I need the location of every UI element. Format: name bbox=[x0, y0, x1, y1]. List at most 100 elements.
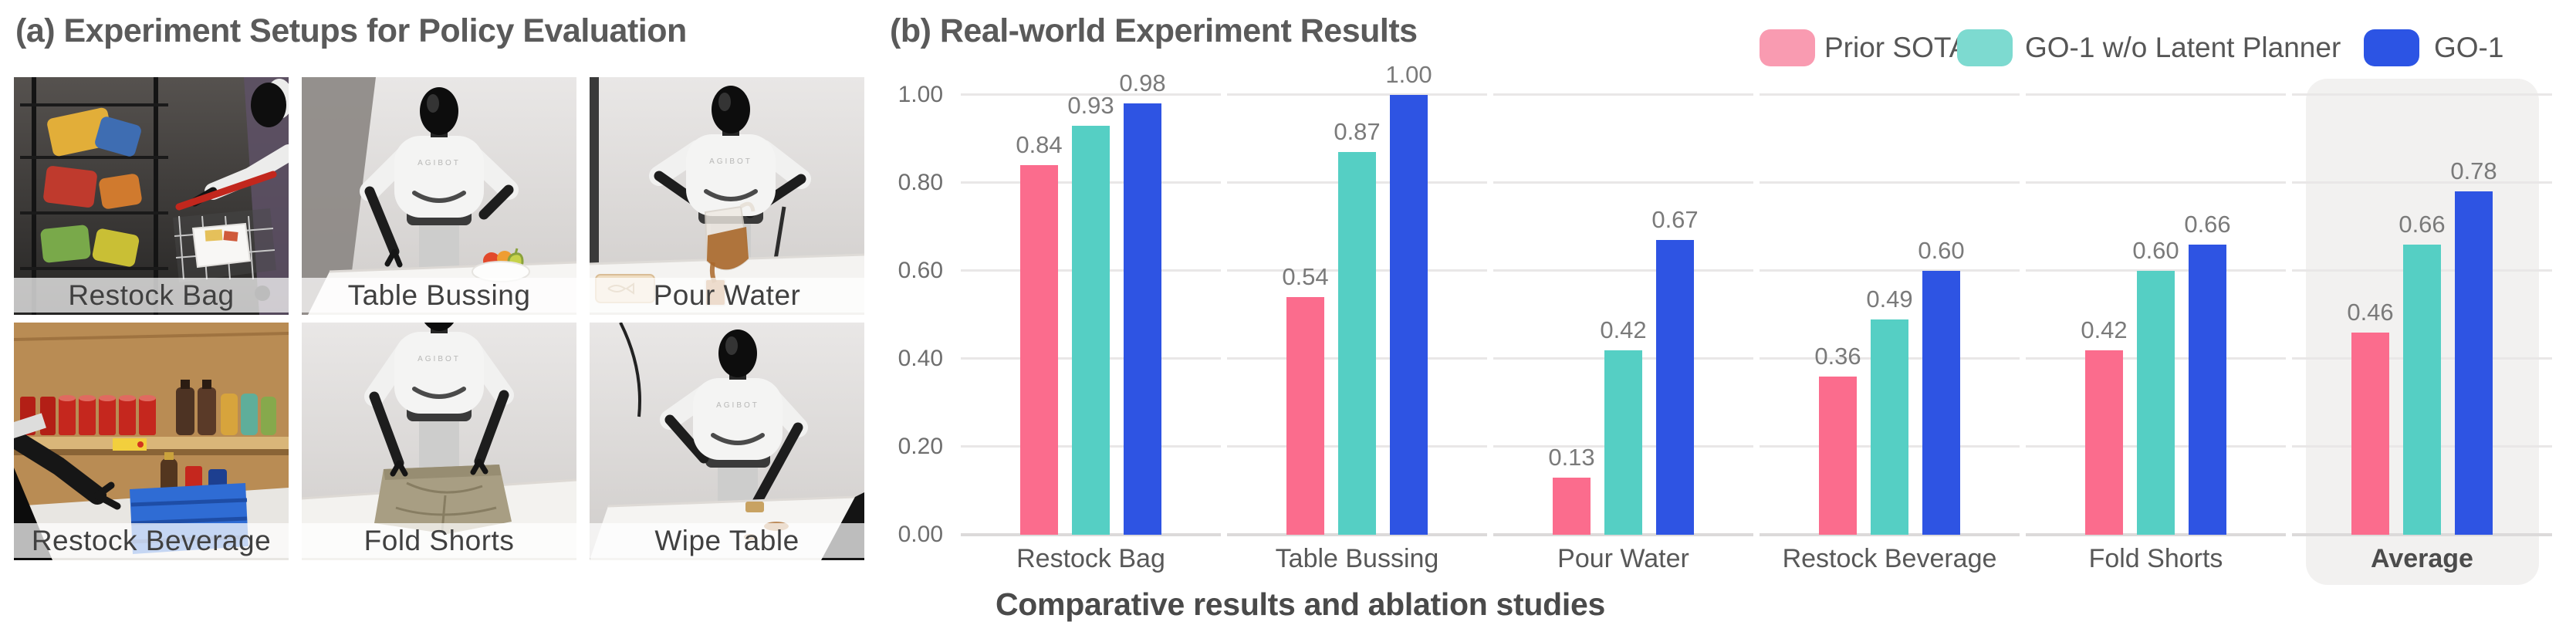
grid-line bbox=[2292, 181, 2552, 184]
bar-value-label: 0.78 bbox=[2450, 157, 2497, 185]
bar-value-label: 0.42 bbox=[1600, 316, 1647, 343]
bar-value-label: 0.46 bbox=[2347, 298, 2394, 326]
bar-value-label: 0.36 bbox=[1814, 342, 1861, 370]
y-axis-tick: 1.00 bbox=[898, 82, 943, 107]
setup-tile: AGIBOT Table Bussing bbox=[302, 77, 576, 315]
category-label: Fold Shorts bbox=[2088, 544, 2223, 573]
legend-label: Prior SOTA bbox=[1824, 32, 1969, 63]
legend-swatch bbox=[2364, 29, 2419, 66]
category-label: Restock Bag bbox=[1016, 544, 1165, 573]
bar: 0.42 bbox=[2081, 316, 2128, 535]
bar-value-label: 0.49 bbox=[1866, 285, 1913, 313]
grid-line bbox=[1760, 269, 2020, 272]
bar: 0.93 bbox=[1067, 92, 1114, 535]
bar: 0.84 bbox=[1016, 131, 1063, 535]
grid-line bbox=[1493, 93, 1753, 96]
category-label: Table Bussing bbox=[1275, 544, 1439, 573]
setup-label: Table Bussing bbox=[347, 279, 531, 311]
grid-line bbox=[1493, 269, 1753, 272]
bar-value-label: 0.54 bbox=[1282, 263, 1329, 291]
svg-text:AGIBOT: AGIBOT bbox=[716, 401, 759, 410]
baseline bbox=[1493, 533, 1753, 536]
grid-line bbox=[2026, 93, 2286, 96]
svg-text:AGIBOT: AGIBOT bbox=[709, 157, 752, 166]
grid-line bbox=[2026, 269, 2286, 272]
bar: 0.60 bbox=[2132, 237, 2179, 535]
bar: 0.98 bbox=[1119, 69, 1166, 535]
setup-tile: AGIBOT Pour Water bbox=[590, 77, 864, 315]
y-axis-tick: 0.20 bbox=[898, 434, 943, 459]
baseline bbox=[1227, 533, 1487, 536]
svg-text:AGIBOT: AGIBOT bbox=[418, 159, 461, 167]
figure-a-title: (a) Experiment Setups for Policy Evaluat… bbox=[15, 12, 687, 49]
y-axis-tick: 0.40 bbox=[898, 346, 943, 371]
setup-label: Restock Beverage bbox=[31, 524, 272, 556]
setup-tile: AGIBOT Fold Shorts bbox=[302, 323, 576, 560]
legend-label: GO-1 w/o Latent Planner bbox=[2025, 32, 2341, 63]
legend-swatch bbox=[1760, 29, 1815, 66]
grid-line bbox=[2026, 181, 2286, 184]
baseline bbox=[2292, 533, 2552, 536]
y-axis: 0.00 0.20 0.40 0.60 0.80 1.00 bbox=[787, 82, 943, 547]
bar-group: 0.84 0.93 0.98 Restock Bag bbox=[961, 69, 1221, 573]
bar: 0.67 bbox=[1651, 206, 1699, 535]
bar-group: 0.42 0.60 0.66 Fold Shorts bbox=[2026, 93, 2286, 573]
baseline bbox=[2026, 533, 2286, 536]
setup-label: Restock Bag bbox=[68, 279, 235, 311]
bar: 0.60 bbox=[1918, 237, 1965, 535]
setup-label-band: Pour Water bbox=[590, 278, 864, 313]
setup-label: Fold Shorts bbox=[363, 524, 515, 556]
bar-value-label: 0.66 bbox=[2399, 210, 2446, 238]
setup-label: Wipe Table bbox=[654, 524, 800, 556]
bar-chart: 0.84 0.93 0.98 Restock Bag 0.54 0.87 1.00 Table… bbox=[961, 61, 2558, 585]
bar-value-label: 0.42 bbox=[2081, 316, 2128, 343]
bar: 0.78 bbox=[2450, 157, 2497, 535]
category-label: Pour Water bbox=[1557, 544, 1689, 573]
bar-value-label: 0.98 bbox=[1119, 69, 1166, 97]
y-axis-tick: 0.60 bbox=[898, 258, 943, 283]
bar-value-label: 0.66 bbox=[2184, 210, 2231, 238]
bar: 0.87 bbox=[1334, 118, 1381, 535]
setup-label: Pour Water bbox=[653, 279, 801, 311]
setup-label-band: Restock Bag bbox=[14, 278, 289, 313]
bar: 0.66 bbox=[2399, 211, 2446, 535]
bar-value-label: 0.67 bbox=[1651, 206, 1699, 234]
legend-swatch bbox=[1957, 29, 2013, 66]
y-axis-tick: 0.00 bbox=[898, 522, 943, 547]
bar: 0.13 bbox=[1548, 444, 1595, 535]
setup-label-band: Restock Beverage bbox=[14, 523, 289, 558]
grid-line bbox=[1760, 181, 2020, 184]
bar-group: 0.36 0.49 0.60 Restock Beverage bbox=[1760, 93, 2020, 573]
bar-value-label: 0.60 bbox=[2132, 237, 2179, 264]
bar: 0.36 bbox=[1814, 343, 1861, 535]
bar-group: 0.46 0.66 0.78 Average bbox=[2292, 79, 2552, 585]
bar-group: 0.13 0.42 0.67 Pour Water bbox=[1493, 93, 1753, 573]
bar-value-label: 0.60 bbox=[1918, 237, 1965, 264]
grid-line bbox=[2292, 93, 2552, 96]
svg-text:AGIBOT: AGIBOT bbox=[418, 355, 461, 363]
bar: 0.46 bbox=[2347, 299, 2394, 535]
setup-tile: AGIBOT Wipe Table bbox=[590, 323, 864, 560]
bar: 0.54 bbox=[1282, 263, 1329, 535]
bar: 0.42 bbox=[1600, 316, 1647, 535]
bar: 1.00 bbox=[1385, 61, 1432, 535]
chart-caption: Comparative results and ablation studies bbox=[996, 586, 1605, 622]
bar-value-label: 0.13 bbox=[1548, 443, 1595, 471]
baseline bbox=[961, 533, 1221, 536]
setup-label-band: Fold Shorts bbox=[302, 523, 576, 558]
figure-b-title: (b) Real-world Experiment Results bbox=[890, 12, 1418, 49]
setup-label-band: Table Bussing bbox=[302, 278, 576, 313]
bar: 0.49 bbox=[1866, 286, 1913, 535]
bar-group: 0.54 0.87 1.00 Table Bussing bbox=[1227, 61, 1487, 573]
grid-line bbox=[1227, 93, 1487, 96]
category-label: Average bbox=[2371, 544, 2473, 573]
y-axis-tick: 0.80 bbox=[898, 170, 943, 195]
baseline bbox=[1760, 533, 2020, 536]
setup-grid: Restock Bag AGIBOT Table Bussing AGIBOT bbox=[14, 77, 864, 560]
bar-value-label: 1.00 bbox=[1385, 61, 1432, 88]
setup-tile: Restock Bag bbox=[14, 77, 289, 315]
bar-value-label: 0.87 bbox=[1334, 118, 1381, 146]
setup-label-band: Wipe Table bbox=[590, 523, 864, 558]
bar: 0.66 bbox=[2184, 211, 2231, 535]
